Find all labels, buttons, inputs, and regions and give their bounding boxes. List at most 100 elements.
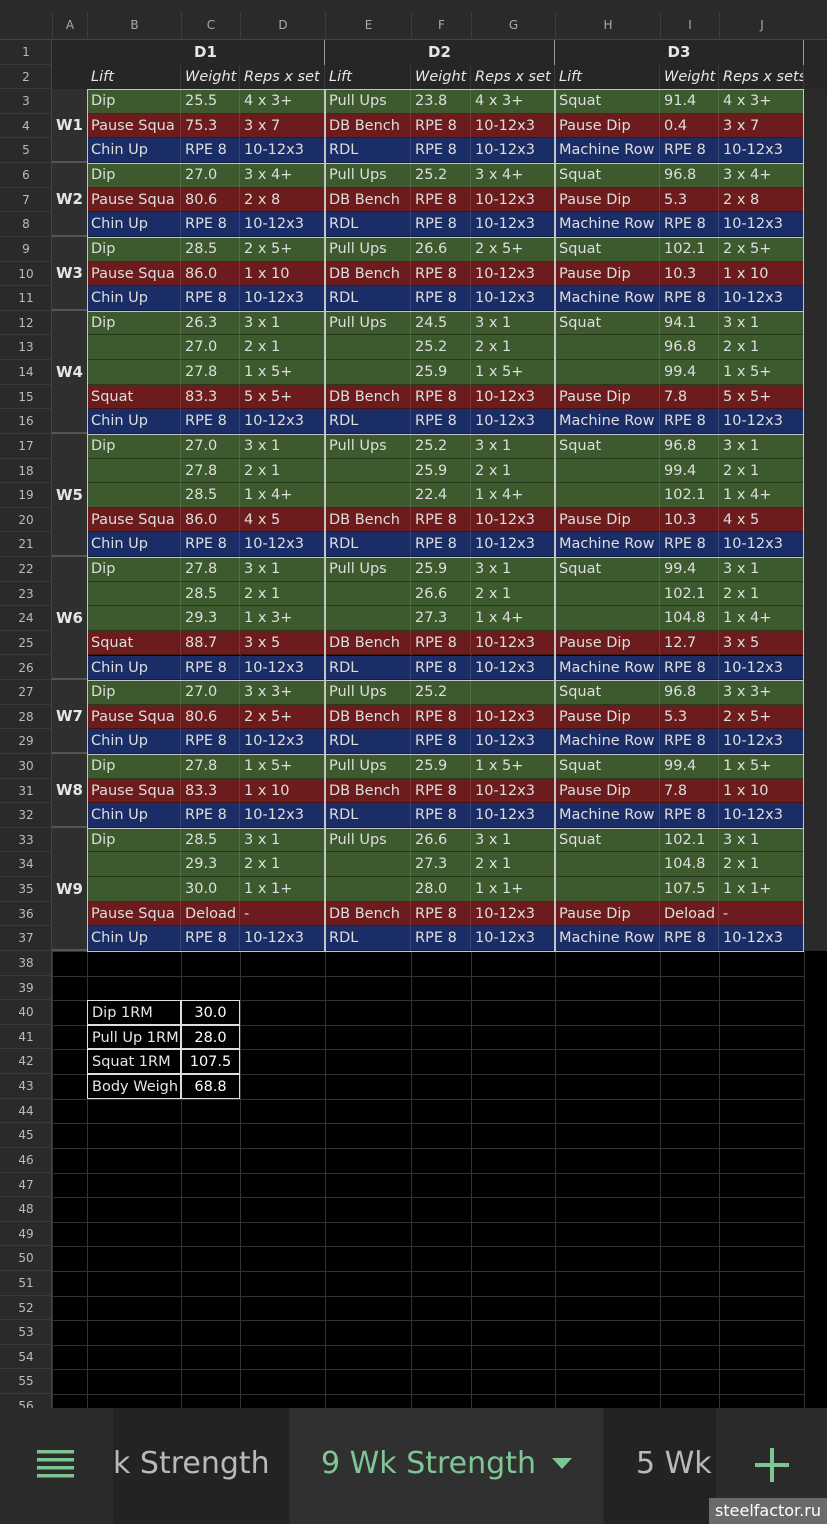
cell: 3 x 4+ bbox=[240, 163, 325, 188]
cell: 4 x 3+ bbox=[719, 89, 804, 114]
row-header-bar bbox=[0, 40, 52, 1410]
cell: 2 x 5+ bbox=[471, 236, 555, 262]
side-cell bbox=[804, 433, 827, 557]
row-number: 14 bbox=[0, 360, 52, 385]
side-cell bbox=[804, 310, 827, 434]
day-divider bbox=[324, 680, 326, 754]
cell: 25.9 bbox=[411, 458, 471, 484]
cell: 2 x 1 bbox=[471, 458, 555, 484]
row-number: 27 bbox=[0, 680, 52, 705]
tab-dropdown[interactable] bbox=[552, 1458, 572, 1470]
sheet-tab[interactable]: k Strength bbox=[113, 1408, 289, 1524]
sheet-tab[interactable]: 5 Wk bbox=[604, 1408, 716, 1524]
cell: 27.8 bbox=[181, 557, 240, 582]
cell: RPE 8 bbox=[660, 409, 719, 434]
cell: 27.8 bbox=[181, 458, 240, 484]
row-number: 11 bbox=[0, 286, 52, 311]
cell: 83.3 bbox=[181, 778, 240, 804]
cell bbox=[325, 335, 411, 361]
cell: 10.3 bbox=[660, 261, 719, 287]
cell: RPE 8 bbox=[411, 113, 471, 139]
cell: RDL bbox=[325, 409, 411, 434]
add-sheet-button[interactable] bbox=[754, 1447, 790, 1483]
week-cell bbox=[52, 89, 87, 164]
rm-label: Squat 1RM bbox=[87, 1049, 181, 1075]
cell: DB Bench bbox=[325, 778, 411, 804]
cell: Dip bbox=[87, 827, 181, 853]
cell: 10-12x3 bbox=[471, 507, 555, 533]
cell: RPE 8 bbox=[411, 532, 471, 557]
cell: 10-12x3 bbox=[471, 532, 555, 557]
menu-icon[interactable] bbox=[36, 1448, 76, 1480]
cell bbox=[87, 360, 181, 385]
cell: Dip bbox=[87, 163, 181, 188]
cell: Machine Row bbox=[555, 532, 660, 557]
active-sheet-tab[interactable]: 9 Wk Strength bbox=[290, 1408, 603, 1524]
day-title: D2 bbox=[325, 40, 555, 65]
week-label: W4 bbox=[56, 362, 83, 381]
grid-line bbox=[52, 1172, 804, 1174]
cell: RDL bbox=[325, 655, 411, 681]
cell: 10-12x3 bbox=[719, 729, 804, 754]
row-number: 25 bbox=[0, 631, 52, 656]
cell: RPE 8 bbox=[660, 532, 719, 557]
cell: 25.2 bbox=[411, 163, 471, 188]
cell: Machine Row bbox=[555, 655, 660, 681]
cell: Chin Up bbox=[87, 212, 181, 237]
side-cell bbox=[804, 236, 827, 311]
cell: 102.1 bbox=[660, 483, 719, 508]
row-number: 29 bbox=[0, 729, 52, 754]
cell: RPE 8 bbox=[411, 409, 471, 434]
cell: 104.8 bbox=[660, 606, 719, 631]
cell bbox=[555, 458, 660, 484]
column-header: A bbox=[52, 12, 87, 38]
cell: 86.0 bbox=[181, 507, 240, 533]
week-border bbox=[87, 433, 804, 558]
cell: 10-12x3 bbox=[471, 704, 555, 730]
cell: 3 x 1 bbox=[719, 433, 804, 459]
grid-line bbox=[52, 1098, 804, 1100]
grid-line bbox=[52, 1000, 804, 1002]
cell: Squat bbox=[87, 384, 181, 410]
row-number: 7 bbox=[0, 188, 52, 213]
cell: 75.3 bbox=[181, 113, 240, 139]
row-number: 33 bbox=[0, 828, 52, 853]
cell: 3 x 1 bbox=[240, 827, 325, 853]
cell: RPE 8 bbox=[411, 901, 471, 927]
column-header: D bbox=[240, 12, 325, 38]
cell: 27.0 bbox=[181, 163, 240, 188]
cell: RPE 8 bbox=[411, 261, 471, 287]
cell: 28.5 bbox=[181, 483, 240, 508]
column-header: G bbox=[471, 12, 555, 38]
week-label: W5 bbox=[56, 485, 83, 504]
cell: 12.7 bbox=[660, 630, 719, 656]
cell: RPE 8 bbox=[411, 212, 471, 237]
cell: Squat bbox=[555, 557, 660, 582]
cell: 99.4 bbox=[660, 458, 719, 484]
week-cell bbox=[52, 753, 87, 828]
column-title: Lift bbox=[325, 64, 411, 90]
row-number: 2 bbox=[0, 65, 52, 90]
cell: DB Bench bbox=[325, 704, 411, 730]
cell bbox=[325, 877, 411, 902]
cell: Pause Squa bbox=[87, 261, 181, 287]
cell: Chin Up bbox=[87, 532, 181, 557]
grid-line bbox=[52, 1344, 804, 1346]
cell: RDL bbox=[325, 286, 411, 311]
day-divider bbox=[324, 89, 326, 164]
cell: 10-12x3 bbox=[471, 138, 555, 164]
column-header: C bbox=[181, 12, 240, 38]
cell: 3 x 1 bbox=[719, 827, 804, 853]
cell: Machine Row bbox=[555, 212, 660, 237]
grid-line bbox=[52, 1295, 804, 1297]
cell: 1 x 3+ bbox=[240, 606, 325, 631]
cell bbox=[325, 360, 411, 385]
row-number: 31 bbox=[0, 779, 52, 804]
row-number: 47 bbox=[0, 1173, 52, 1198]
cell: RPE 8 bbox=[660, 286, 719, 311]
day-divider bbox=[324, 310, 326, 434]
column-header-bar bbox=[0, 0, 827, 40]
cell: Machine Row bbox=[555, 138, 660, 164]
cell: 24.5 bbox=[411, 310, 471, 336]
cell: Chin Up bbox=[87, 409, 181, 434]
